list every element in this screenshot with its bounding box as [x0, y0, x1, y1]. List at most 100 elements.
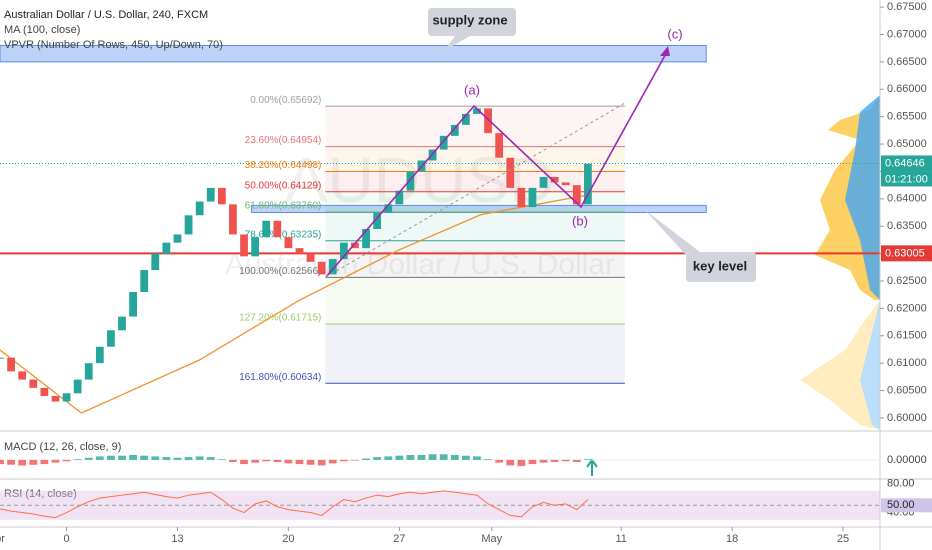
candle	[195, 201, 204, 216]
candle	[362, 228, 370, 249]
candle	[539, 176, 548, 188]
x-tick-label: 13	[171, 533, 183, 545]
candle	[295, 248, 304, 254]
macd-bar	[317, 459, 326, 466]
x-tick-label: 11	[615, 533, 626, 545]
macd-bar	[439, 454, 448, 460]
key-line-box	[881, 245, 932, 262]
candle	[306, 253, 315, 262]
macd-title: MACD (12, 26, close, 9)	[4, 441, 121, 453]
fib-label: 0.00%(0.65692)	[250, 95, 321, 106]
candle	[84, 363, 93, 380]
candle	[251, 237, 260, 257]
last-price-label: 0.64646	[885, 157, 925, 169]
chart-title: Australian Dollar / U.S. Dollar, 240, FX…	[4, 9, 208, 21]
macd-bar	[539, 459, 548, 463]
macd-bar	[18, 459, 27, 466]
candle	[18, 371, 27, 380]
wave-c: (c)	[667, 26, 682, 41]
candle	[572, 185, 581, 205]
indicator-label: VPVR (Number Of Rows, 450, Up/Down, 70)	[4, 39, 223, 51]
volume-profile-down	[845, 95, 880, 300]
macd-bar	[40, 459, 49, 465]
fib-label: 23.60%(0.64954)	[245, 135, 322, 146]
trend-dashed	[325, 102, 626, 278]
y-tick-label: 0.64000	[887, 193, 927, 205]
candle	[517, 187, 526, 208]
macd-bar	[395, 455, 404, 460]
candle	[317, 261, 326, 275]
macd-bar	[328, 459, 337, 464]
macd-bar	[351, 459, 359, 461]
fib-band	[325, 171, 625, 192]
macd-bar	[506, 459, 515, 466]
y-tick-label: 0.62000	[887, 302, 927, 314]
candle	[217, 187, 226, 205]
fib-label: 161.80%(0.60634)	[239, 372, 321, 383]
candle	[395, 190, 404, 205]
y-tick-label: 0.66500	[887, 56, 927, 68]
candle	[284, 237, 293, 249]
macd-bar	[7, 459, 15, 465]
rsi-line	[0, 490, 589, 519]
fib-label: 50.00%(0.64129)	[245, 180, 322, 191]
wave-path	[325, 49, 669, 278]
fib-label: 100.00%(0.62566)	[239, 266, 321, 277]
candle	[506, 157, 515, 188]
candle	[118, 316, 126, 331]
candle	[262, 220, 271, 238]
fib-label: 78.60%(0.63235)	[245, 229, 322, 240]
macd-bar	[173, 457, 182, 460]
macd-bar	[0, 459, 4, 465]
volume-profile-up-low	[800, 300, 880, 430]
x-tick-label: May	[481, 533, 502, 545]
candle	[7, 357, 15, 372]
x-tick-label: 0	[63, 533, 69, 545]
wave-arrowhead	[660, 46, 670, 56]
candle	[0, 357, 4, 359]
fib-band	[325, 240, 625, 278]
macd-bar	[384, 456, 393, 460]
candle	[273, 220, 282, 238]
macd-bar	[195, 456, 204, 460]
candle	[51, 396, 60, 402]
candle	[384, 204, 393, 213]
macd-bar	[273, 459, 282, 462]
y-tick-label: 0.62500	[887, 275, 927, 287]
candle	[373, 212, 382, 229]
macd-bar	[428, 454, 437, 460]
rsi-current-box	[881, 498, 932, 513]
y-tick-label: 0.66000	[887, 83, 927, 95]
macd-bar	[51, 459, 60, 463]
y-tick-label: 0.67000	[887, 28, 927, 40]
macd-bar	[151, 456, 160, 460]
candle	[495, 133, 504, 158]
fib-band	[325, 277, 625, 325]
rsi-band	[0, 490, 880, 520]
candle	[140, 270, 149, 292]
macd-bar	[417, 455, 426, 460]
y-tick-label: 0.63500	[887, 220, 927, 232]
macd-bar	[484, 459, 492, 460]
candle	[584, 163, 592, 205]
last-price-box	[881, 155, 932, 172]
macd-bar	[473, 456, 481, 460]
candle	[561, 182, 570, 186]
zone	[250, 204, 707, 214]
macd-bar	[295, 459, 304, 465]
macd-bar	[550, 459, 559, 462]
candle	[229, 204, 237, 235]
candle	[351, 242, 359, 249]
macd-bar	[29, 459, 38, 465]
macd-bar	[406, 455, 415, 460]
candle	[173, 234, 182, 243]
macd-bar	[129, 455, 137, 460]
macd-bar	[584, 459, 592, 460]
x-tick-label: 27	[393, 533, 405, 545]
macd-bar	[362, 458, 370, 460]
macd-bar	[561, 459, 570, 462]
zone	[0, 44, 707, 63]
candle	[328, 259, 337, 275]
macd-bar	[217, 459, 226, 460]
wave-b: (b)	[572, 213, 588, 228]
